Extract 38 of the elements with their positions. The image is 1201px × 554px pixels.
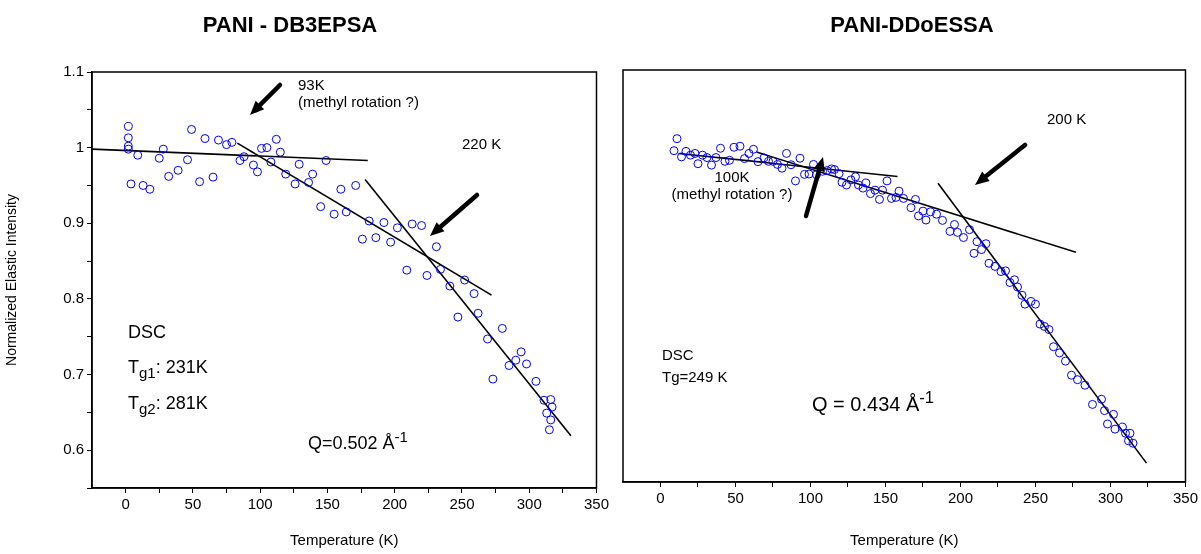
annotation: DSC <box>662 346 694 364</box>
x-tick-label: 350 <box>583 495 609 513</box>
y-axis-title: Normalized Elastic Intensity <box>3 194 20 366</box>
x-tick-label: 250 <box>1022 489 1049 507</box>
y-tick-label: 0.6 <box>63 440 84 458</box>
y-tick-label: 0.7 <box>63 364 84 382</box>
x-tick-label: 50 <box>727 489 744 507</box>
x-tick-label: 250 <box>449 495 475 513</box>
x-tick-label: 100 <box>247 495 273 513</box>
x-tick-label: 50 <box>184 495 202 513</box>
annotation: 100K (methyl rotation ?) <box>671 168 793 203</box>
annotation: 93K (methyl rotation ?) <box>298 76 419 111</box>
chart-title: PANI - DB3EPSA <box>202 12 378 38</box>
x-tick-label: 0 <box>656 489 665 507</box>
x-tick-label: 350 <box>1172 489 1198 507</box>
x-tick-label: 100 <box>797 489 824 507</box>
x-tick-label: 150 <box>314 495 340 513</box>
x-axis-title: Temperature (K) <box>290 531 399 549</box>
annotation: Q = 0.434 Å$^{-1}$ <box>812 388 935 416</box>
y-tick-label: 1 <box>75 137 84 155</box>
x-tick-label: 300 <box>516 495 542 513</box>
annotation: T$_{g1}$: 231K <box>128 357 208 381</box>
annotation: DSC <box>128 322 167 343</box>
annotation: 220 K <box>462 135 502 153</box>
x-tick-label: 0 <box>121 495 130 513</box>
chart-title: PANI-DDoESSA <box>830 12 994 38</box>
annotation: Tg=249 K <box>662 368 728 386</box>
annotation: Q=0.502 Å$^{-1}$ <box>308 428 408 454</box>
x-tick-label: 200 <box>382 495 408 513</box>
text: 200 K <box>1047 110 1087 128</box>
y-tick-label: 0.8 <box>63 289 84 307</box>
x-tick-label: 150 <box>872 489 899 507</box>
y-tick-label: 0.9 <box>63 213 84 231</box>
x-axis-title: Temperature (K) <box>850 531 959 549</box>
annotation: T$_{g2}$: 281K <box>128 393 208 417</box>
y-tick-label: 1.1 <box>63 62 84 80</box>
x-tick-label: 200 <box>947 489 974 507</box>
x-tick-label: 300 <box>1097 489 1123 507</box>
